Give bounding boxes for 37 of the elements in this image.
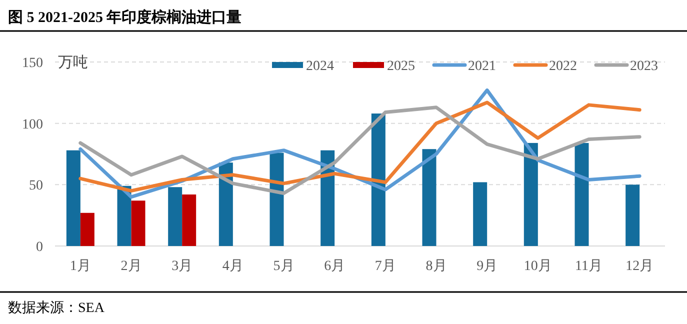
y-tick-label: 50 — [29, 178, 43, 194]
x-tick-label: 2月 — [120, 259, 142, 274]
bar — [66, 150, 80, 246]
bar — [574, 142, 589, 246]
legend-label: 2024 — [306, 59, 334, 74]
x-tick-label: 11月 — [575, 259, 602, 274]
bar — [131, 200, 146, 246]
y-tick-label: 0 — [36, 240, 43, 255]
bar — [524, 142, 538, 246]
x-tick-label: 10月 — [524, 259, 552, 274]
x-tick-label: 9月 — [476, 259, 498, 274]
chart-title: 图 5 2021-2025 年印度棕榈油进口量 — [8, 8, 242, 26]
y-tick-label: 150 — [22, 56, 43, 71]
bar — [473, 182, 488, 246]
x-tick-label: 3月 — [172, 259, 193, 274]
bar — [182, 194, 196, 246]
bar — [80, 212, 94, 246]
x-tick-label: 8月 — [426, 259, 447, 274]
bar — [270, 152, 284, 246]
x-tick-label: 12月 — [626, 259, 654, 274]
y-tick-label: 100 — [22, 117, 43, 132]
x-tick-label: 6月 — [324, 259, 346, 274]
y-axis-title: 万吨 — [58, 54, 88, 71]
bar — [626, 184, 640, 246]
bar — [168, 187, 182, 246]
bar — [371, 114, 386, 246]
legend-label: 2023 — [630, 59, 658, 74]
x-tick-label: 1月 — [70, 259, 91, 274]
x-tick-label: 5月 — [273, 259, 294, 274]
x-tick-label: 7月 — [374, 259, 396, 274]
bar — [422, 149, 436, 246]
legend-label: 2021 — [468, 59, 496, 74]
legend-label: 2022 — [549, 59, 577, 74]
legend-label: 2025 — [387, 59, 415, 74]
source-note: 数据来源：SEA — [8, 300, 106, 316]
x-tick-label: 4月 — [222, 259, 244, 274]
bar — [117, 186, 132, 246]
